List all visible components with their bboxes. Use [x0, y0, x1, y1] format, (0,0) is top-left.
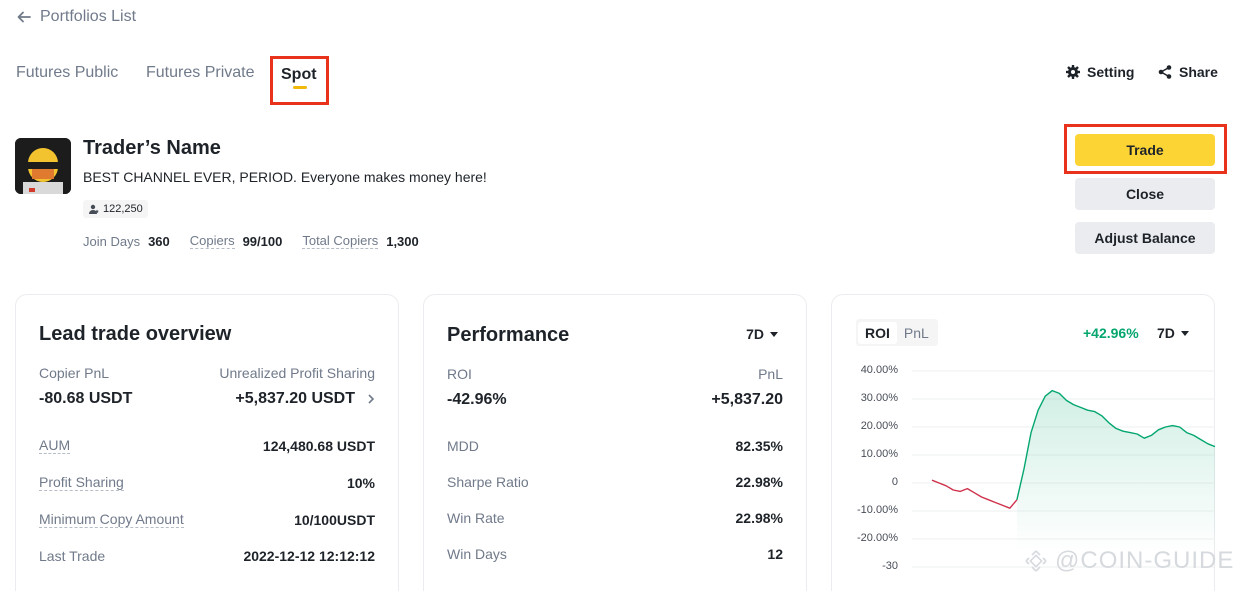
followers-badge: 122,250 [83, 200, 148, 218]
caret-down-icon [1180, 330, 1189, 336]
minimum-copy-amount-label[interactable]: Minimum Copy Amount [39, 511, 184, 528]
win-days-label: Win Days [447, 546, 507, 562]
close-button[interactable]: Close [1075, 178, 1215, 210]
active-tab-indicator [293, 86, 307, 89]
sharpe-ratio-label: Sharpe Ratio [447, 474, 529, 490]
join-days-label: Join Days [83, 233, 141, 249]
seg-roi[interactable]: ROI [858, 321, 897, 344]
total-copiers-label[interactable]: Total Copiers [302, 233, 379, 249]
profit-sharing-label[interactable]: Profit Sharing [39, 474, 124, 491]
trader-name: Trader’s Name [83, 137, 221, 159]
minimum-copy-amount-value: 10/100USDT [294, 511, 375, 528]
y-tick-label: 10.00% [860, 448, 898, 460]
y-tick-label: 30.00% [860, 392, 898, 404]
share-button[interactable]: Share [1157, 64, 1218, 80]
lead-trade-overview-card: Lead trade overview Copier PnL Unrealize… [15, 294, 399, 591]
setting-button[interactable]: Setting [1065, 64, 1134, 80]
tab-spot-highlight: Spot [270, 56, 329, 105]
aum-value: 124,480.68 USDT [262, 437, 375, 454]
unrealized-profit-link[interactable]: +5,837.20 USDT [235, 390, 375, 408]
followers-count: 122,250 [103, 203, 143, 215]
avatar [15, 138, 71, 194]
users-icon [89, 204, 99, 214]
tab-spot[interactable]: Spot [281, 66, 317, 83]
mdd-label: MDD [447, 438, 479, 454]
binance-logo-icon [1025, 550, 1047, 572]
positive-area-fill [1016, 390, 1215, 553]
performance-period-value: 7D [746, 326, 764, 342]
chart-period-dropdown[interactable]: 7D [1157, 325, 1189, 341]
share-icon [1158, 65, 1172, 79]
profit-sharing-value: 10% [346, 474, 375, 491]
total-copiers-value: 1,300 [386, 233, 419, 249]
share-label: Share [1179, 64, 1218, 80]
pnl-label: PnL [758, 366, 783, 382]
back-link[interactable]: Portfolios List [16, 8, 136, 26]
trader-stats: Join Days 360 Copiers 99/100 Total Copie… [83, 233, 439, 249]
roi-value: -42.96% [447, 391, 507, 408]
roi-series-negative-line [931, 479, 1018, 509]
last-trade-label: Last Trade [39, 548, 106, 564]
chart-metric-toggle: ROI PnL [856, 319, 938, 346]
trade-button-highlight [1064, 124, 1227, 174]
unrealized-profit-value: +5,837.20 USDT [235, 390, 355, 407]
copiers-label[interactable]: Copiers [189, 233, 235, 249]
tab-futures-private[interactable]: Futures Private [146, 64, 255, 81]
win-days-value: 12 [767, 546, 783, 562]
adjust-balance-button[interactable]: Adjust Balance [1075, 222, 1215, 254]
watermark-text: @COIN-GUIDE [1055, 547, 1235, 574]
copier-pnl-label: Copier PnL [39, 365, 110, 381]
copiers-value: 99/100 [242, 233, 283, 249]
caret-down-icon [770, 331, 778, 337]
trade-button[interactable]: Trade [1075, 134, 1215, 166]
win-rate-value: 22.98% [735, 510, 783, 526]
mdd-value: 82.35% [735, 438, 783, 454]
last-trade-value: 2022-12-12 12:12:12 [243, 548, 375, 564]
gear-icon [1066, 65, 1080, 79]
chart-period-value: 7D [1157, 325, 1175, 341]
chart-roi-value: +42.96% [1083, 325, 1139, 341]
pnl-value: +5,837.20 [711, 391, 783, 408]
seg-pnl[interactable]: PnL [903, 324, 929, 341]
performance-card: Performance 7D ROI PnL -42.96% +5,837.20… [423, 294, 807, 591]
arrow-left-icon [17, 11, 31, 23]
roi-label: ROI [447, 366, 472, 382]
performance-title: Performance [447, 324, 570, 346]
y-tick-label: -20.00% [857, 532, 898, 544]
copier-pnl-value: -80.68 USDT [39, 390, 133, 407]
setting-label: Setting [1087, 64, 1135, 80]
y-tick-label: 0 [891, 476, 898, 488]
performance-period-dropdown[interactable]: 7D [746, 326, 778, 342]
tab-futures-public[interactable]: Futures Public [16, 64, 119, 81]
overview-title: Lead trade overview [39, 323, 232, 345]
y-tick-label: 20.00% [860, 420, 898, 432]
win-rate-label: Win Rate [447, 510, 505, 526]
roi-chart-card: ROI PnL +42.96% 7D 40.00% 30.00% 20.00% 10.… [831, 294, 1216, 591]
roi-series-positive-line [1016, 389, 1216, 500]
aum-label[interactable]: AUM [39, 437, 71, 454]
roi-line-chart [912, 370, 1216, 568]
chevron-right-icon [368, 394, 375, 404]
back-label: Portfolios List [40, 8, 137, 25]
sharpe-ratio-value: 22.98% [735, 474, 783, 490]
y-tick-label: -30 [882, 560, 898, 572]
y-tick-label: 40.00% [860, 364, 898, 376]
trader-description: BEST CHANNEL EVER, PERIOD. Everyone make… [83, 169, 487, 185]
watermark: @COIN-GUIDE [1025, 547, 1234, 575]
unrealized-profit-label: Unrealized Profit Sharing [219, 365, 375, 381]
y-tick-label: -10.00% [857, 504, 898, 516]
join-days-value: 360 [148, 233, 170, 249]
